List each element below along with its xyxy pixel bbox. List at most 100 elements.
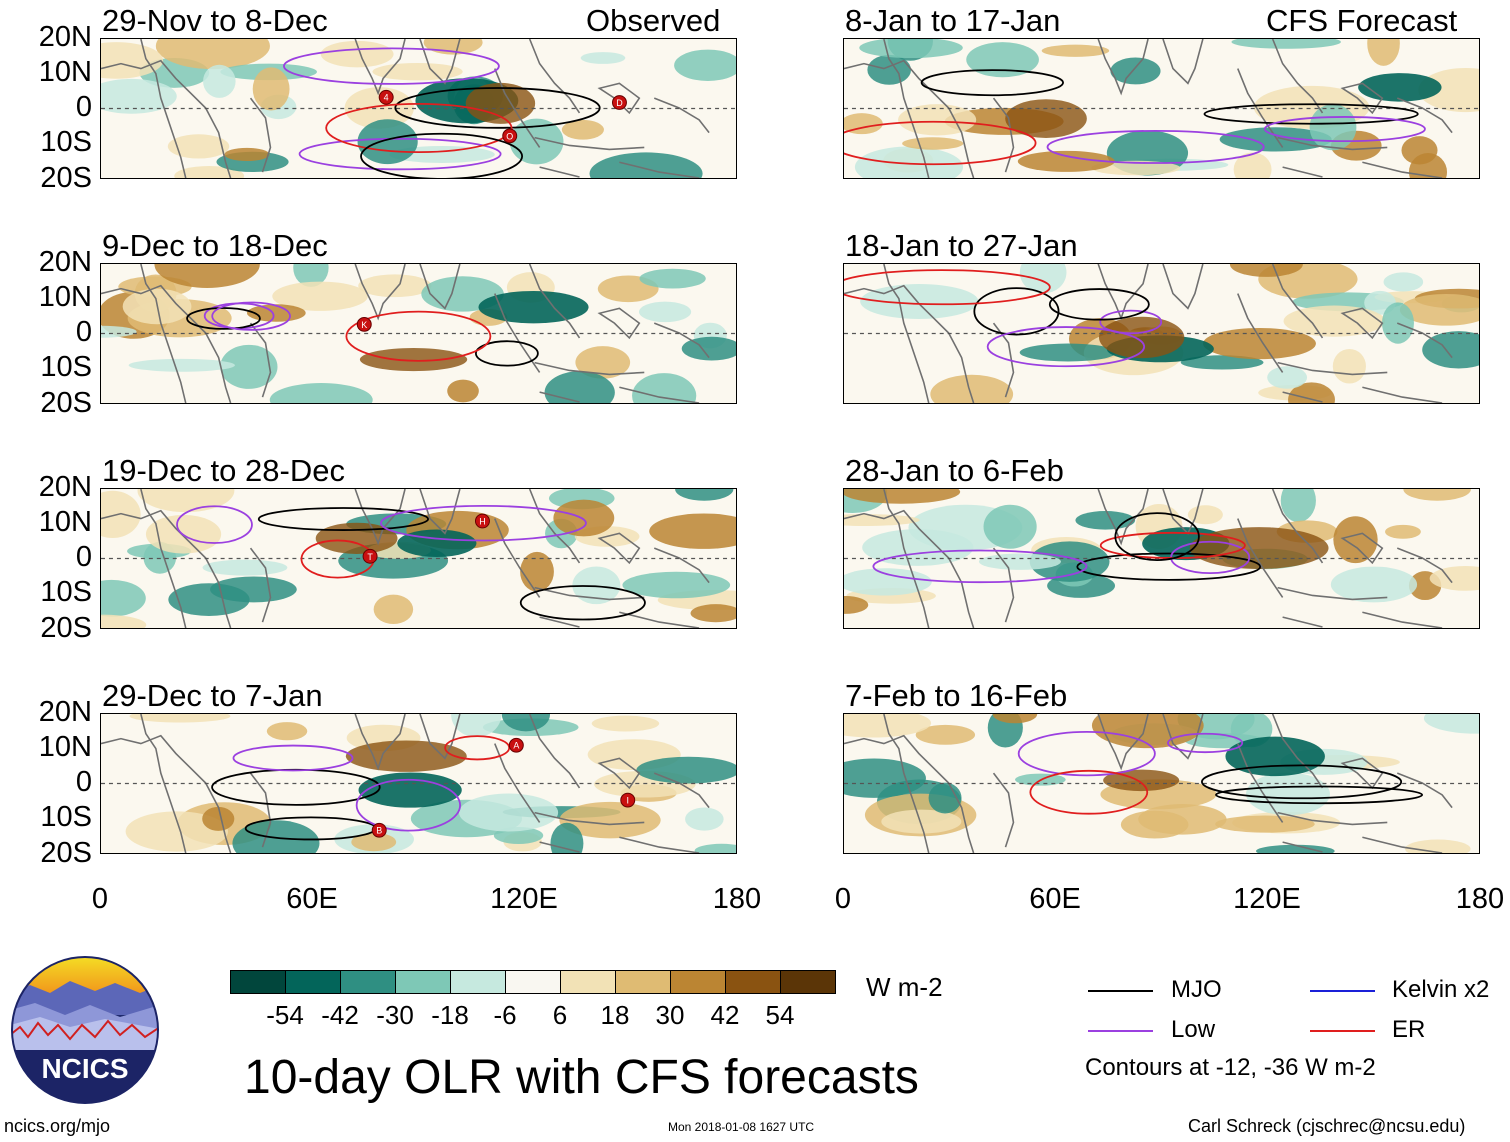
positive-anomaly (155, 39, 270, 70)
olr-field (844, 264, 1479, 403)
storm-label: D (616, 98, 622, 108)
coastlines (101, 39, 710, 178)
panel-title: 19-Dec to 28-Dec (102, 453, 345, 488)
lat-tick-label: 0 (75, 91, 92, 123)
legend-line (1088, 990, 1153, 992)
colorbar-label: -18 (431, 1000, 469, 1030)
low-contour (380, 504, 587, 542)
colorbar-swatch (670, 970, 726, 994)
mjo-contour (519, 585, 646, 621)
coastlines (844, 489, 1453, 628)
colorbar-swatch (450, 970, 506, 994)
colorbar-label: 42 (710, 1000, 740, 1030)
negative-anomaly (293, 264, 329, 287)
positive-anomaly (690, 604, 736, 623)
negative-anomaly (572, 566, 621, 605)
legend-label: ER (1392, 1016, 1426, 1043)
positive-anomaly (1288, 382, 1335, 403)
mjo-contour (973, 287, 1060, 336)
negative-anomaly (544, 371, 615, 403)
negative-anomaly (638, 301, 692, 323)
er-contour (1029, 769, 1149, 815)
er-contour (844, 269, 1051, 306)
positive-anomaly (1385, 524, 1421, 539)
storm-label: I (627, 796, 629, 806)
low-contour (1167, 732, 1244, 754)
mjo-contour (1048, 288, 1150, 321)
positive-anomaly (1229, 264, 1303, 277)
negative-anomaly (639, 268, 706, 289)
legend-label: Kelvin x2 (1392, 976, 1490, 1003)
negative-anomaly (1019, 264, 1067, 294)
negative-anomaly (694, 843, 736, 853)
map-panel-left-4: B A I (100, 713, 737, 854)
colorbar-swatch (560, 970, 616, 994)
mjo-contour (1076, 552, 1262, 581)
negative-anomaly (1019, 343, 1117, 362)
positive-anomaly (844, 514, 920, 526)
negative-anomaly (1029, 541, 1110, 582)
lon-tick-label: 120E (490, 883, 558, 915)
lat-tick-label: 20S (40, 612, 92, 644)
legend-label: MJO (1171, 976, 1222, 1003)
strong-positive-anomaly (1005, 99, 1087, 138)
positive-anomaly (224, 147, 270, 162)
positive-anomaly (137, 489, 235, 513)
negative-anomaly (1383, 272, 1424, 292)
positive-anomaly (844, 596, 869, 614)
low-contour (1017, 730, 1156, 777)
positive-anomaly (1138, 804, 1227, 835)
legend-label: Low (1171, 1016, 1216, 1043)
positive-anomaly (915, 724, 976, 745)
negative-anomaly (589, 152, 703, 178)
positive-anomaly (373, 594, 414, 625)
map-panel-right-1 (843, 38, 1480, 179)
negative-anomaly (357, 119, 418, 165)
storm-marker (378, 89, 394, 105)
positive-anomaly (101, 614, 147, 628)
colorbar-swatch (505, 970, 561, 994)
mjo-contour (1203, 103, 1419, 125)
storm-marker (356, 316, 372, 332)
positive-anomaly (174, 165, 245, 178)
colorbar-label: -42 (321, 1000, 359, 1030)
positive-anomaly (1215, 815, 1315, 833)
low-contour (1046, 129, 1265, 164)
positive-anomaly (344, 87, 414, 129)
negative-anomaly (1110, 57, 1161, 85)
legend-line (1310, 1030, 1375, 1032)
footer-timestamp: Mon 2018-01-08 1627 UTC (668, 1120, 815, 1134)
storm-marker (362, 548, 378, 564)
panel-title: 7-Feb to 16-Feb (845, 678, 1068, 713)
negative-anomaly (854, 146, 964, 178)
storm-marker (508, 737, 524, 753)
colorbar-label: -54 (266, 1000, 304, 1030)
mjo-contour (211, 768, 381, 806)
positive-anomaly (1401, 136, 1438, 165)
lon-tick-label: 0 (91, 883, 109, 915)
low-contour (283, 47, 500, 85)
storm-label: T (367, 552, 373, 562)
lon-tick-label: 0 (834, 883, 852, 915)
storm-marker (502, 128, 518, 144)
mjo-contour (920, 69, 1064, 97)
footer-url: ncics.org/mjo (4, 1116, 111, 1136)
negative-anomaly (101, 78, 177, 114)
positive-anomaly (561, 119, 604, 140)
lat-tick-label: 10N (38, 731, 92, 763)
colorbar-swatch (285, 970, 341, 994)
negative-anomaly (1280, 489, 1316, 523)
low-contour (211, 301, 291, 331)
negative-anomaly (675, 489, 734, 501)
strong-negative-anomaly (1358, 73, 1442, 102)
storm-marker (474, 513, 490, 529)
low-contour (986, 326, 1146, 368)
negative-anomaly (859, 39, 963, 59)
lat-tick-label: 20S (40, 387, 92, 419)
colorbar-swatch (615, 970, 671, 994)
colorbar-swatch (230, 970, 286, 994)
low-contour (1263, 116, 1426, 143)
olr-field: B A I (101, 714, 736, 853)
negative-anomaly (966, 42, 1039, 78)
positive-anomaly (1017, 150, 1115, 172)
